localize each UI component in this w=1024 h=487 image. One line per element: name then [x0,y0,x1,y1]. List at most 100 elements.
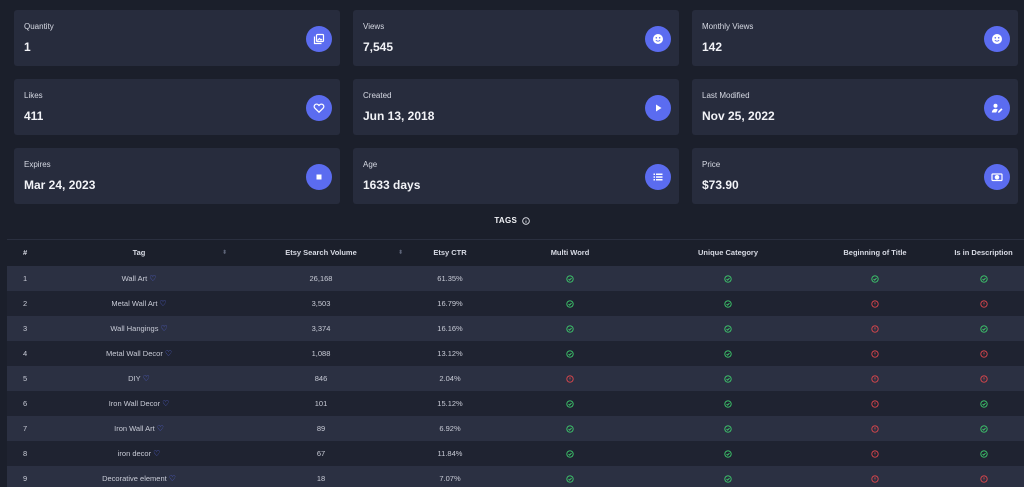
ctr-cell: 16.79% [437,298,463,308]
stat-label: Expires [24,160,51,169]
unique-category-status [649,466,807,487]
column-header-unique-category[interactable]: Unique Category [649,239,807,266]
sort-icon[interactable]: ⬍ [397,250,403,256]
table-body: 1 Wall Art ♡ 26,168 61.35% 2 Metal Wall Art ♡ 3,… [7,265,1024,487]
heart-outline-icon[interactable]: ♡ [162,398,170,408]
stat-card-last-modified: Last Modified Nov 25, 2022 [692,79,1018,135]
alert-circle-icon [979,373,988,383]
beginning-of-title-status [807,391,943,416]
tag-name: Iron Wall Art [114,423,155,433]
column-header-multi-word[interactable]: Multi Word [491,239,649,266]
tag-name: iron decor [117,448,152,458]
column-header-beginning-of-title[interactable]: Beginning of Title [807,239,943,266]
table-row[interactable]: 3 Wall Hangings ♡ 3,374 16.16% [7,315,1024,341]
stat-label: Likes [24,91,43,100]
stat-card-likes: Likes 411 [14,79,340,135]
multi-word-status [491,391,649,416]
stat-value: 411 [24,109,44,123]
alert-circle-icon [871,298,879,308]
table-row[interactable]: 1 Wall Art ♡ 26,168 61.35% [7,265,1024,291]
heart-outline-icon[interactable]: ♡ [164,348,172,358]
ctr-cell: 16.16% [437,323,463,333]
ctr-cell: 11.84% [437,448,463,458]
heart-outline-icon[interactable]: ♡ [149,273,157,283]
stat-value: Jun 13, 2018 [363,109,435,123]
stat-label: Monthly Views [702,22,754,31]
check-circle-icon [979,448,988,458]
heart-icon [306,95,332,121]
tag-cell: Metal Wall Decor ♡ [45,341,233,366]
check-circle-icon [566,448,574,458]
stat-card-quantity: Quantity 1 [14,10,340,66]
money-icon [984,164,1010,190]
tag-name: Wall Art [121,273,148,283]
ctr-cell: 2.04% [439,373,461,383]
check-circle-icon [871,273,879,283]
heart-outline-icon[interactable]: ♡ [159,298,167,308]
alert-circle-icon [566,373,574,383]
multi-word-status [491,341,649,366]
in-description-status [943,341,1024,366]
alert-circle-icon [871,398,879,408]
heart-outline-icon[interactable]: ♡ [153,448,161,458]
stat-value: 142 [702,40,723,54]
column-header-number[interactable]: # [7,239,45,266]
heart-outline-icon[interactable]: ♡ [156,423,164,433]
check-circle-icon [979,423,988,433]
alert-circle-icon [871,323,879,333]
heart-outline-icon[interactable]: ♡ [142,373,150,383]
stat-value: 1633 days [363,178,421,192]
beginning-of-title-status [807,316,943,341]
row-number: 5 [23,373,28,383]
unique-category-status [649,341,807,366]
table-row[interactable]: 2 Metal Wall Art ♡ 3,503 16.79% [7,290,1024,316]
check-circle-icon [724,323,732,333]
alert-circle-icon [871,473,879,483]
tag-cell: DIY ♡ [45,366,233,391]
beginning-of-title-status [807,466,943,487]
gallery-icon [306,26,332,52]
tag-name: Wall Hangings [110,323,159,333]
in-description-status [943,441,1024,466]
check-circle-icon [979,323,988,333]
check-circle-icon [566,398,574,408]
check-circle-icon [724,423,732,433]
in-description-status [943,266,1024,291]
tag-name: Metal Wall Decor [106,348,163,358]
heart-outline-icon[interactable]: ♡ [168,473,176,483]
row-number: 9 [23,473,28,483]
smiley-icon [984,26,1010,52]
table-row[interactable]: 5 DIY ♡ 846 2.04% [7,365,1024,391]
list-icon [645,164,671,190]
heart-outline-icon[interactable]: ♡ [160,323,168,333]
check-circle-icon [724,473,732,483]
stat-card-monthly-views: Monthly Views 142 [692,10,1018,66]
column-header-tag[interactable]: Tag ⬍ [45,239,233,266]
stat-label: Created [363,91,392,100]
alert-circle-icon [979,348,988,358]
tag-cell: Wall Art ♡ [45,266,233,291]
header-label: Etsy CTR [433,248,467,258]
check-circle-icon [566,298,574,308]
unique-category-status [649,441,807,466]
info-icon[interactable] [521,217,530,225]
sort-icon[interactable]: ⬍ [221,250,227,256]
multi-word-status [491,416,649,441]
column-header-in-description[interactable]: Is in Description [943,239,1024,266]
table-row[interactable]: 4 Metal Wall Decor ♡ 1,088 13.12% [7,340,1024,366]
table-row[interactable]: 9 Decorative element ♡ 18 7.07% [7,465,1024,487]
check-circle-icon [724,448,732,458]
check-circle-icon [724,298,732,308]
stat-value: 7,545 [363,40,394,54]
multi-word-status [491,441,649,466]
column-header-ctr[interactable]: Etsy CTR [409,239,491,266]
table-row[interactable]: 6 Iron Wall Decor ♡ 101 15.12% [7,390,1024,416]
table-row[interactable]: 7 Iron Wall Art ♡ 89 6.92% [7,415,1024,441]
column-header-search-volume[interactable]: Etsy Search Volume ⬍ [233,239,409,266]
table-row[interactable]: 8 iron decor ♡ 67 11.84% [7,440,1024,466]
tags-title-text: TAGS [494,216,518,225]
check-circle-icon [566,473,574,483]
tag-cell: Wall Hangings ♡ [45,316,233,341]
stat-card-created: Created Jun 13, 2018 [353,79,679,135]
tag-cell: Iron Wall Art ♡ [45,416,233,441]
